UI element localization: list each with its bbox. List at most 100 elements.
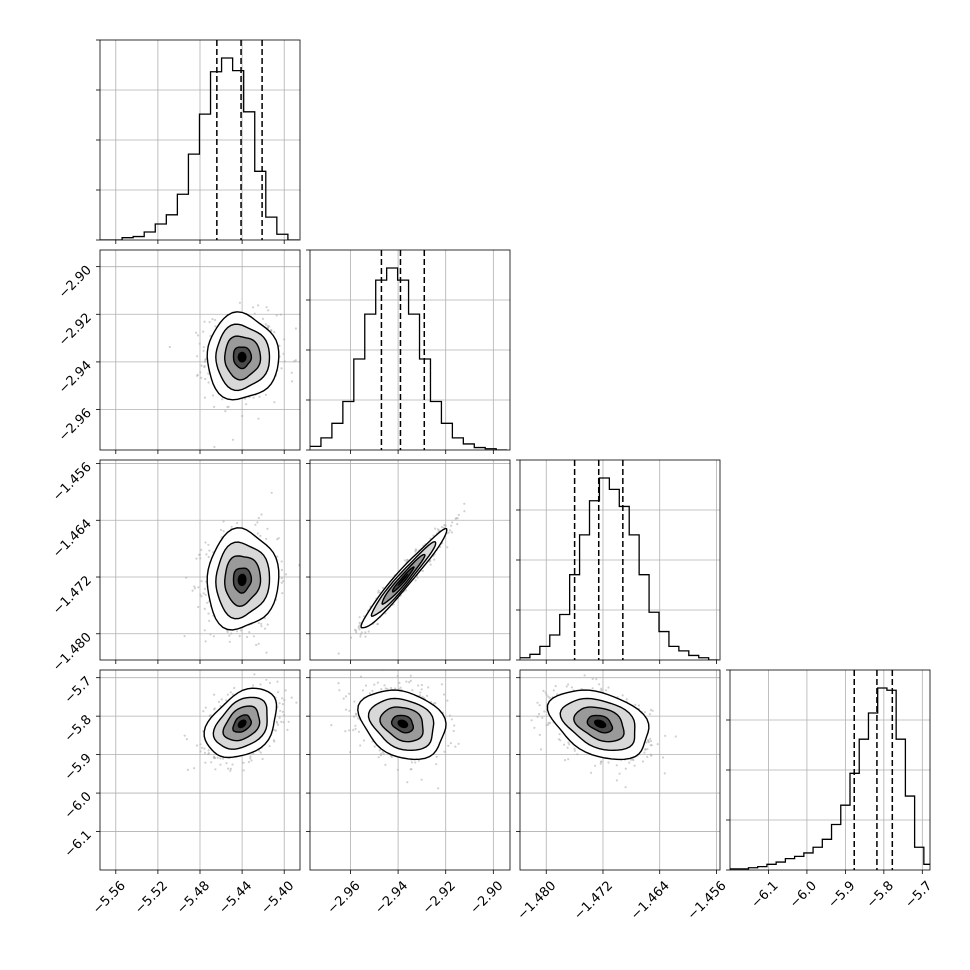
scatter-point [207, 612, 210, 615]
scatter-point [213, 693, 216, 696]
scatter-point [207, 555, 210, 559]
scatter-point [280, 720, 283, 724]
panel-frame [519, 669, 721, 871]
scatter-point [280, 577, 283, 580]
x-ticks [115, 660, 285, 664]
scatter-point [279, 313, 282, 316]
scatter-point [364, 631, 367, 634]
scatter-point [556, 693, 559, 696]
scatter-point [361, 689, 365, 692]
y-tick-label: −2.94 [56, 358, 95, 397]
scatter-point [449, 742, 452, 745]
scatter-point [186, 768, 189, 772]
scatter-point [260, 513, 263, 516]
scatter-point [204, 357, 207, 361]
histogram-0 [100, 57, 299, 240]
scatter-point [338, 661, 340, 663]
scatter-point [259, 534, 262, 538]
scatter-point [280, 581, 283, 584]
scatter-point [226, 405, 229, 409]
scatter-point [453, 724, 456, 727]
scatter-point [238, 301, 241, 304]
x-tick-label: −6.0 [787, 878, 820, 911]
scatter-point [282, 580, 285, 583]
x-ticks [545, 660, 717, 664]
scatter-point [230, 525, 233, 528]
scatter-point [645, 741, 648, 744]
scatter-point [432, 534, 435, 537]
scatter-point [567, 758, 570, 761]
scatter-point [449, 529, 452, 532]
scatter-point [261, 317, 265, 320]
density-core [397, 719, 409, 729]
scatter-point [410, 768, 413, 771]
scatter-point [330, 724, 333, 727]
scatter-point [228, 640, 231, 643]
scatter-point [227, 767, 230, 770]
scatter-point [231, 438, 235, 441]
scatter-point [599, 762, 602, 765]
scatter-point [306, 666, 308, 668]
histogram-1 [310, 267, 508, 450]
density-core [237, 719, 247, 729]
scatter-point [396, 674, 399, 678]
scatter-point [408, 681, 411, 684]
scatter-point [267, 326, 270, 329]
panel-frame [309, 669, 511, 871]
scatter-point [348, 709, 351, 712]
density-fill [204, 688, 277, 758]
scatter-point [257, 621, 260, 625]
scatter-point [268, 745, 271, 748]
scatter-point [637, 704, 641, 707]
scatter-point [213, 756, 216, 760]
scatter-point [364, 635, 367, 638]
scatter-point [598, 683, 601, 686]
scatter-point [541, 716, 544, 719]
scatter-point [420, 778, 423, 781]
scatter-point [358, 616, 361, 619]
scatter-point [265, 678, 268, 681]
scatter-point [257, 642, 260, 645]
scatter-point [421, 569, 424, 573]
scatter-point [403, 559, 406, 562]
contour-panel-3-1: −2.96 −2.94 −2.92 −2.90 [306, 669, 511, 917]
y-ticks [516, 459, 520, 661]
scatter-point [214, 768, 217, 771]
contour-line-0 [360, 527, 448, 629]
scatter-point [463, 510, 466, 513]
scatter-point [290, 696, 293, 699]
scatter-point [416, 576, 419, 579]
scatter-point [276, 555, 279, 558]
scatter-point [409, 674, 412, 677]
scatter-point [624, 786, 627, 789]
scatter-point [399, 686, 402, 689]
scatter-point [284, 573, 288, 576]
y-ticks [306, 249, 310, 451]
scatter-point [280, 367, 283, 370]
scatter-point [242, 769, 245, 772]
scatter-point [202, 349, 205, 352]
scatter-point [257, 304, 260, 307]
contour-line-3 [232, 567, 253, 594]
contour-line-0 [357, 689, 447, 761]
scatter-point [355, 713, 358, 716]
y-tick-label: −5.7 [62, 674, 95, 707]
scatter-point [451, 521, 454, 524]
scatter-point [278, 344, 281, 347]
scatter-point [591, 677, 594, 681]
scatter-point [354, 727, 357, 731]
scatter-point [607, 686, 610, 689]
scatter-point [371, 689, 374, 693]
scatter-point [446, 546, 449, 549]
scatter-point [425, 694, 429, 698]
scatter-point [355, 631, 358, 634]
scatter-point [591, 687, 594, 690]
x-tick-label: −5.40 [258, 878, 297, 917]
scatter-point [281, 710, 284, 714]
scatter-point [349, 636, 353, 639]
scatter-point [348, 729, 351, 732]
scatter-point [275, 314, 278, 317]
scatter-point [265, 537, 268, 541]
scatter-point [410, 761, 414, 764]
scatter-point [358, 628, 361, 631]
